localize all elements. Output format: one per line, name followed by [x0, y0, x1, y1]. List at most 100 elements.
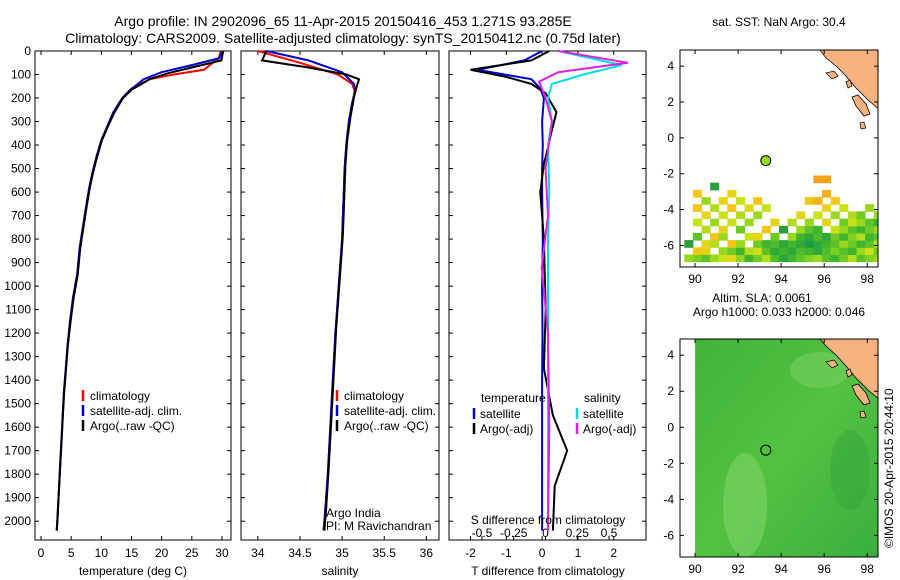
depth-tick-label: 1400: [4, 373, 31, 387]
sla-argo-position: [760, 444, 772, 456]
depth-tick-label: 700: [11, 209, 31, 223]
sst-cell: [692, 254, 702, 263]
lon-tick-label: 98: [861, 272, 875, 286]
s-tick-label: 0: [542, 526, 549, 540]
depth-tick-label: 200: [11, 91, 31, 105]
sst-cell: [856, 254, 866, 263]
lat-tick-label: -6: [663, 528, 674, 542]
sst-cell: [770, 232, 780, 241]
sst-cell: [718, 211, 728, 220]
sst-cell: [710, 182, 720, 191]
lon-tick-label: 92: [731, 562, 745, 576]
sst-cell: [839, 225, 849, 234]
sst-cell: [856, 240, 866, 248]
sst-cell: [847, 240, 857, 248]
depth-tick-label: 300: [11, 115, 31, 129]
lat-tick-label: 2: [667, 384, 674, 398]
series-line-argo-adj-: [470, 50, 569, 531]
sst-cell: [727, 204, 737, 212]
sst-cell: [847, 225, 857, 234]
lon-tick-label: 94: [774, 562, 788, 576]
sst-cell: [822, 240, 832, 248]
sst-cell: [710, 232, 720, 241]
sst-cell: [873, 247, 878, 255]
sst-cell: [701, 254, 711, 263]
sst-cell: [822, 254, 832, 263]
sst-map-lat-axis: 4 2 0 -2 -4 -6: [663, 59, 878, 252]
salinity-profiles: [257, 50, 361, 531]
sst-cell: [744, 204, 754, 212]
sst-cell: [847, 218, 857, 227]
sst-cell: [839, 254, 849, 263]
sla-map-frame: [679, 338, 879, 558]
lat-tick-label: 0: [667, 131, 674, 145]
sumatra-land: [819, 339, 878, 419]
sst-cell: [813, 240, 823, 248]
sst-map-frame: [679, 49, 879, 268]
x-tick-label: 25: [185, 546, 199, 560]
sst-cell: [787, 254, 797, 263]
sst-cell: [813, 225, 823, 234]
sst-cell: [761, 204, 771, 212]
depth-tick-label: 1000: [4, 279, 31, 293]
depth-tick-label: 400: [11, 138, 31, 152]
sst-cell: [761, 225, 771, 234]
sumatra-coast-shape: [819, 50, 878, 109]
legend-label: climatology: [344, 389, 404, 403]
sst-cell: [830, 254, 840, 263]
sst-cell: [830, 247, 840, 255]
argo-position-marker: [760, 155, 772, 167]
sst-argo-position: [760, 155, 772, 167]
island-shape: [851, 383, 871, 406]
argo-position-marker: [760, 444, 772, 456]
sst-cell: [753, 232, 763, 241]
lat-tick-label: -6: [663, 238, 674, 252]
sst-cell: [761, 240, 771, 248]
difference-profiles: [470, 50, 629, 531]
legend-label: satellite-adj. clim.: [344, 404, 436, 418]
t-difference-label: T difference from climatology: [471, 564, 625, 578]
s-tick-label: 0.25: [566, 526, 590, 540]
sst-cell: [753, 197, 763, 205]
sla-map-lon-axis: 90 92 94 96 98: [688, 339, 874, 576]
temperature-x-axis: 0 5 10 15 20 25 30: [38, 51, 229, 560]
difference-panel: -2 -1 0 1 2 -0.5 -0.25 0 0.25 0.5 T difference f…: [448, 50, 647, 578]
sst-cell: [856, 225, 866, 234]
s-tick-label: -0.5: [472, 526, 493, 540]
depth-tick-label: 600: [11, 185, 31, 199]
sst-cell: [804, 232, 814, 241]
lat-tick-label: -2: [663, 167, 674, 181]
pi-label: PI: M Ravichandran: [326, 519, 431, 533]
depth-tick-label: 1900: [4, 491, 31, 505]
s-difference-axis: -0.5 -0.25 0 0.25 0.5: [472, 526, 618, 540]
sst-cell: [847, 254, 857, 263]
legend-label: satellite: [583, 407, 624, 421]
sst-cell: [856, 211, 866, 220]
sst-cell: [736, 240, 746, 248]
sst-cell: [796, 225, 806, 234]
sst-cell: [796, 211, 806, 220]
series-line-argo-raw-qc-: [260, 50, 361, 531]
x-tick-label: 0: [539, 546, 546, 560]
sst-cell: [710, 254, 720, 263]
sst-cell: [727, 189, 737, 198]
lon-tick-label: 96: [818, 272, 832, 286]
sst-cell: [744, 218, 754, 227]
x-tick-label: 35: [335, 546, 349, 560]
legend-label: climatology: [90, 389, 150, 403]
salinity-panel: 34 34.5 35 35.5 36 salinity climatologysatel…: [240, 50, 440, 578]
salinity-plot-frame: [240, 50, 440, 541]
sst-cell: [873, 232, 878, 241]
sst-cell: [796, 232, 806, 241]
figure-title: Argo profile: IN 2902096_65 11-Apr-2015 …: [114, 13, 571, 29]
sst-cell: [839, 218, 849, 227]
sst-cell: [856, 247, 866, 255]
sst-cell: [873, 218, 878, 227]
sst-cell: [839, 240, 849, 248]
sst-cell: [710, 218, 720, 227]
depth-axis: 0 100 200 300 400 500 600 700 800 900 1000 1100 1200…: [4, 44, 231, 528]
lon-tick-label: 98: [861, 562, 875, 576]
sla-high-anomaly: [723, 453, 767, 557]
sst-cell: [804, 197, 814, 205]
